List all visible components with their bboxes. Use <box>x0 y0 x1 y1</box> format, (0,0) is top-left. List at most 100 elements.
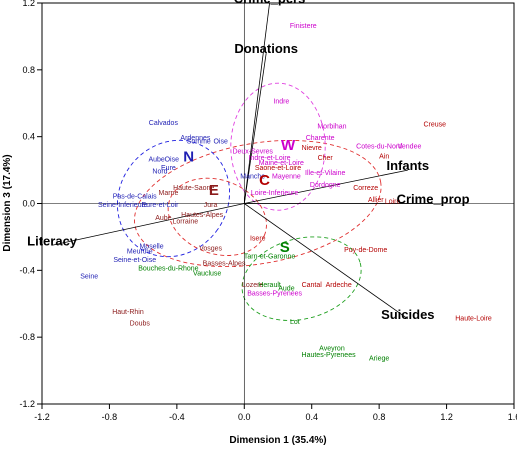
dept-label: Ardennes <box>180 135 210 142</box>
dept-label: Basses-Alpes <box>203 260 246 267</box>
dept-label: Bouches-du-Rhone <box>138 265 198 272</box>
x-tick-label: -1.2 <box>34 412 50 422</box>
var-label-crime_prop: Crime_prop <box>397 192 470 207</box>
dept-label: Ardeche <box>326 282 352 289</box>
y-tick-label: -0.4 <box>19 265 35 275</box>
dept-label: Somme <box>187 138 211 145</box>
dept-label: Lozere <box>242 282 264 289</box>
y-axis-ticks: -1.2 -0.8 -0.4 0.0 0.4 0.8 1.2 <box>19 0 42 409</box>
dept-label: Ariege <box>369 356 389 363</box>
x-tick-label: 0.0 <box>238 412 251 422</box>
dept-label: Hautes-Pyrenees <box>302 352 357 359</box>
vector-infants <box>244 169 408 204</box>
ellipses-layer <box>116 82 382 321</box>
group-marker-C: C <box>259 172 270 189</box>
dept-label: Loire <box>385 199 401 206</box>
dept-label: Isere <box>250 235 266 242</box>
dept-label: Creuse <box>423 122 446 129</box>
dept-label: Vaucluse <box>193 270 221 277</box>
dept-label: Calvados <box>149 120 179 127</box>
dept-label: Lorraine <box>172 219 198 226</box>
dept-label: Seine <box>80 274 98 281</box>
group-marker-N: N <box>183 149 194 166</box>
dept-label: Ain <box>379 153 389 160</box>
group-marker-S: S <box>280 239 290 256</box>
dept-label: Deux-Sevres <box>232 148 273 155</box>
dept-label: Moselle <box>140 244 164 251</box>
dept-label: Correze <box>353 185 378 192</box>
dept-label: Doubs <box>130 320 151 327</box>
x-axis-ticks: -1.2 -0.8 -0.4 0.0 0.4 0.8 1.2 1.6 <box>34 404 517 422</box>
dept-label: Indre <box>273 98 289 105</box>
x-axis-title: Dimension 1 (35.4%) <box>229 435 326 446</box>
dept-label: Haute-Loire <box>455 315 492 322</box>
variable-labels-layer: Crime_pers Donations Infants Crime_prop Lite… <box>27 0 469 322</box>
group-marker-E: E <box>209 182 219 199</box>
dept-label: Aube <box>148 157 164 164</box>
y-tick-label: 0.4 <box>22 132 35 142</box>
dept-label: Indre-et-Loire <box>249 155 291 162</box>
dept-label: Eure <box>161 165 176 172</box>
dept-label: Puy-de-Dome <box>344 247 387 254</box>
dept-label: Pas-de-Calais <box>113 193 157 200</box>
dept-label: Seine-et-Oise <box>113 257 156 264</box>
dept-label: Basses-Pyrenees <box>247 290 302 297</box>
dept-label: Morbihan <box>317 123 346 130</box>
var-label-infants: Infants <box>386 158 429 173</box>
dept-label: Meurthe <box>127 249 153 256</box>
dept-label: Hautes-Alpes <box>181 212 224 219</box>
dept-label: Marne <box>159 190 179 197</box>
dept-label: Haut-Rhin <box>112 309 144 316</box>
x-tick-label: -0.8 <box>102 412 118 422</box>
var-label-donations: Donations <box>234 41 298 56</box>
dept-label: Ille-et-Vilaine <box>305 170 345 177</box>
dept-label: Vosges <box>199 245 222 252</box>
x-tick-label: -0.4 <box>169 412 185 422</box>
department-labels-layer: Finistere Indre Morbihan Charente Cotes-du-N… <box>80 23 492 362</box>
ellipse-E <box>167 177 267 256</box>
x-tick-label: 1.6 <box>508 412 517 422</box>
dept-label: Cher <box>318 155 334 162</box>
dept-label: Allier <box>368 197 384 204</box>
dept-label: Aude <box>278 285 294 292</box>
x-tick-label: 0.8 <box>373 412 386 422</box>
var-label-crime_pers: Crime_pers <box>234 0 306 6</box>
dept-label: Tarn-et-Garonne <box>244 254 295 261</box>
dept-label: Vendee <box>398 143 422 150</box>
dept-label: Herault <box>258 282 281 289</box>
dept-label: Cantal <box>302 282 323 289</box>
dept-label: Saone-et-Loire <box>255 165 301 172</box>
dept-label: Lot <box>290 319 300 326</box>
y-axis-title: Dimension 3 (17.4%) <box>2 154 13 251</box>
dept-label: Aube <box>155 215 171 222</box>
dept-label: Loire-Inferieure <box>251 190 299 197</box>
y-tick-label: 0.0 <box>22 199 35 209</box>
x-tick-label: 1.2 <box>440 412 453 422</box>
dept-label: Dordogne <box>310 182 341 189</box>
dept-label: Eure-et-Loir <box>142 202 180 209</box>
dept-label: Seine-Inferieure <box>98 202 148 209</box>
dept-label: Finistere <box>290 23 317 30</box>
y-tick-label: -1.2 <box>19 399 35 409</box>
group-marker-W: W <box>281 137 296 154</box>
dept-label: Jura <box>204 202 218 209</box>
dept-label: Haute-Saone <box>173 185 214 192</box>
group-markers-layer: N W C E S <box>183 137 296 256</box>
y-tick-label: 0.8 <box>22 65 35 75</box>
dept-label: Oise <box>165 157 180 164</box>
dept-label: Oise <box>213 138 228 145</box>
vector-crime_pers <box>243 2 270 204</box>
dept-label: Maine-et-Loire <box>259 160 304 167</box>
ellipse-N <box>116 139 230 258</box>
vector-suicides <box>244 203 409 320</box>
dept-label: Mayenne <box>272 173 301 180</box>
y-tick-label: -0.8 <box>19 332 35 342</box>
var-label-literacy: Literacy <box>27 233 78 248</box>
dept-label: Manche <box>240 173 265 180</box>
dept-label: Aveyron <box>319 346 345 353</box>
y-tick-label: 1.2 <box>22 0 35 8</box>
ellipse-W <box>230 82 326 211</box>
variable-vectors-layer <box>52 2 434 320</box>
vector-literacy <box>52 203 245 246</box>
